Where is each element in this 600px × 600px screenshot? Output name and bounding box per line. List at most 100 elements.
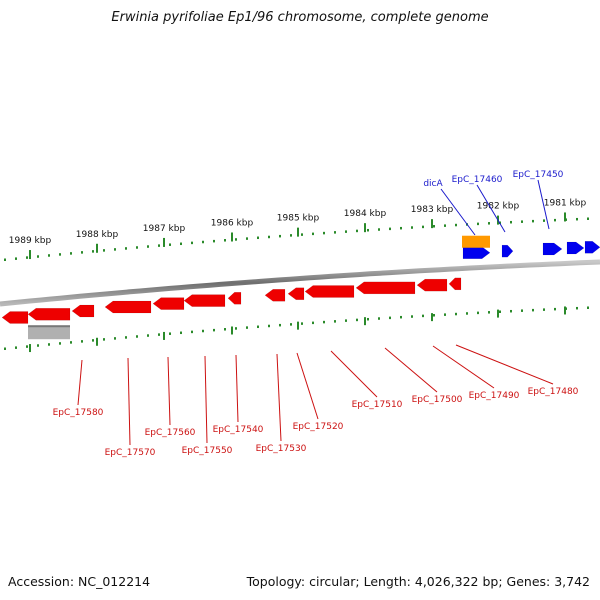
inner-scale-minor-tick bbox=[224, 328, 226, 331]
reverse-gene-label: EpC_17530 bbox=[256, 444, 307, 454]
inner-scale-major-tick bbox=[431, 313, 433, 322]
inner-scale-minor-tick bbox=[169, 332, 171, 335]
reverse-gene-leader bbox=[455, 344, 554, 385]
accession-label: Accession: NC_012214 bbox=[8, 574, 151, 589]
inner-scale-minor-tick bbox=[587, 306, 589, 309]
outer-scale-minor-tick bbox=[521, 220, 523, 223]
dicA-gene-block bbox=[462, 235, 490, 248]
reverse-gene-label: EpC_17540 bbox=[213, 425, 264, 435]
outer-scale-minor-tick bbox=[576, 217, 578, 221]
reverse-gene-label: EpC_17570 bbox=[105, 448, 156, 458]
inner-scale-minor-tick bbox=[400, 315, 402, 319]
inner-scale-minor-tick bbox=[125, 336, 127, 339]
reverse-gene-label: EpC_17490 bbox=[469, 391, 520, 401]
inner-scale-minor-tick bbox=[411, 315, 413, 318]
outer-scale-minor-tick bbox=[114, 248, 116, 251]
reverse-gene-arrow bbox=[1, 311, 29, 324]
inner-scale-minor-tick bbox=[422, 314, 424, 318]
outer-scale-major-tick bbox=[431, 219, 433, 229]
reverse-gene-arrow bbox=[264, 289, 286, 302]
inner-scale-minor-tick bbox=[180, 331, 182, 335]
scale-label: 1986 kbp bbox=[211, 218, 254, 228]
rna-feature-edge bbox=[28, 325, 70, 328]
inner-scale-minor-tick bbox=[246, 326, 248, 329]
inner-scale-minor-tick bbox=[356, 318, 358, 322]
reverse-gene-arrow bbox=[416, 278, 448, 292]
inner-scale-minor-tick bbox=[37, 344, 39, 347]
outer-scale-minor-tick bbox=[103, 249, 105, 252]
reverse-gene-arrow bbox=[104, 300, 152, 314]
inner-scale-major-tick bbox=[297, 321, 299, 330]
inner-scale-minor-tick bbox=[488, 311, 490, 314]
inner-scale-minor-tick bbox=[136, 335, 138, 338]
reverse-gene-arrow bbox=[448, 277, 462, 291]
inner-scale-minor-tick bbox=[191, 330, 193, 334]
inner-scale-minor-tick bbox=[499, 310, 501, 313]
outer-scale-minor-tick bbox=[213, 239, 215, 243]
inner-scale-major-tick bbox=[96, 337, 98, 346]
reverse-gene-leader bbox=[127, 357, 131, 446]
outer-scale-minor-tick bbox=[312, 232, 314, 236]
rna-feature-block bbox=[28, 326, 70, 340]
inner-scale-minor-tick bbox=[147, 334, 149, 337]
reverse-gene-leader bbox=[77, 359, 83, 406]
forward-gene-leader bbox=[440, 188, 476, 236]
inner-scale-minor-tick bbox=[301, 322, 303, 325]
inner-scale-minor-tick bbox=[510, 309, 512, 313]
outer-scale-minor-tick bbox=[554, 218, 556, 222]
outer-scale-minor-tick bbox=[433, 225, 435, 228]
outer-scale-minor-tick bbox=[587, 217, 589, 220]
outer-scale-minor-tick bbox=[367, 228, 369, 232]
outer-scale-minor-tick bbox=[224, 239, 226, 242]
outer-scale-minor-tick bbox=[92, 250, 94, 253]
outer-scale-minor-tick bbox=[400, 226, 402, 230]
scale-label: 1982 kbp bbox=[477, 202, 520, 212]
outer-scale-minor-tick bbox=[81, 251, 83, 254]
inner-scale-minor-tick bbox=[15, 346, 17, 349]
reverse-gene-arrow bbox=[183, 294, 226, 307]
outer-scale-minor-tick bbox=[15, 257, 17, 260]
reverse-gene-leader bbox=[167, 356, 171, 426]
inner-scale-major-tick bbox=[564, 306, 566, 315]
inner-scale-major-tick bbox=[231, 326, 233, 335]
reverse-gene-leader bbox=[204, 355, 208, 444]
inner-scale-minor-tick bbox=[367, 317, 369, 321]
inner-scale-minor-tick bbox=[433, 314, 435, 317]
inner-scale-minor-tick bbox=[290, 323, 292, 326]
inner-scale-minor-tick bbox=[521, 309, 523, 312]
outer-scale-minor-tick bbox=[323, 231, 325, 235]
outer-scale-major-tick bbox=[231, 232, 233, 242]
outer-scale-minor-tick bbox=[147, 245, 149, 248]
inner-scale-minor-tick bbox=[334, 320, 336, 323]
inner-scale-minor-tick bbox=[323, 320, 325, 324]
inner-scale-minor-tick bbox=[389, 316, 391, 320]
inner-scale-major-tick bbox=[497, 309, 499, 318]
outer-scale-minor-tick bbox=[169, 243, 171, 246]
reverse-gene-leader bbox=[330, 350, 378, 398]
inner-scale-minor-tick bbox=[158, 333, 160, 336]
inner-scale-minor-tick bbox=[4, 347, 6, 351]
outer-scale-minor-tick bbox=[136, 246, 138, 249]
scale-label: 1983 kbp bbox=[411, 205, 454, 215]
outer-scale-minor-tick bbox=[488, 222, 490, 225]
outer-scale-minor-tick bbox=[279, 234, 281, 238]
scale-label: 1989 kbp bbox=[9, 236, 52, 246]
forward-gene-label: EpC_17450 bbox=[513, 170, 564, 180]
reverse-gene-arrow bbox=[152, 297, 185, 310]
chromosome-backbone bbox=[0, 259, 600, 307]
outer-scale-minor-tick bbox=[268, 235, 270, 239]
inner-scale-minor-tick bbox=[576, 306, 578, 310]
reverse-gene-arrow bbox=[27, 307, 71, 321]
forward-gene-leader bbox=[537, 179, 550, 230]
outer-scale-minor-tick bbox=[59, 253, 61, 256]
inner-scale-minor-tick bbox=[268, 324, 270, 328]
inner-scale-minor-tick bbox=[466, 312, 468, 315]
outer-scale-minor-tick bbox=[455, 223, 457, 227]
inner-scale-minor-tick bbox=[279, 323, 281, 327]
reverse-gene-arrow bbox=[304, 285, 355, 298]
reverse-gene-arrow bbox=[71, 304, 95, 318]
inner-scale-minor-tick bbox=[202, 329, 204, 333]
reverse-gene-label: EpC_17560 bbox=[145, 428, 196, 438]
outer-scale-minor-tick bbox=[202, 240, 204, 244]
